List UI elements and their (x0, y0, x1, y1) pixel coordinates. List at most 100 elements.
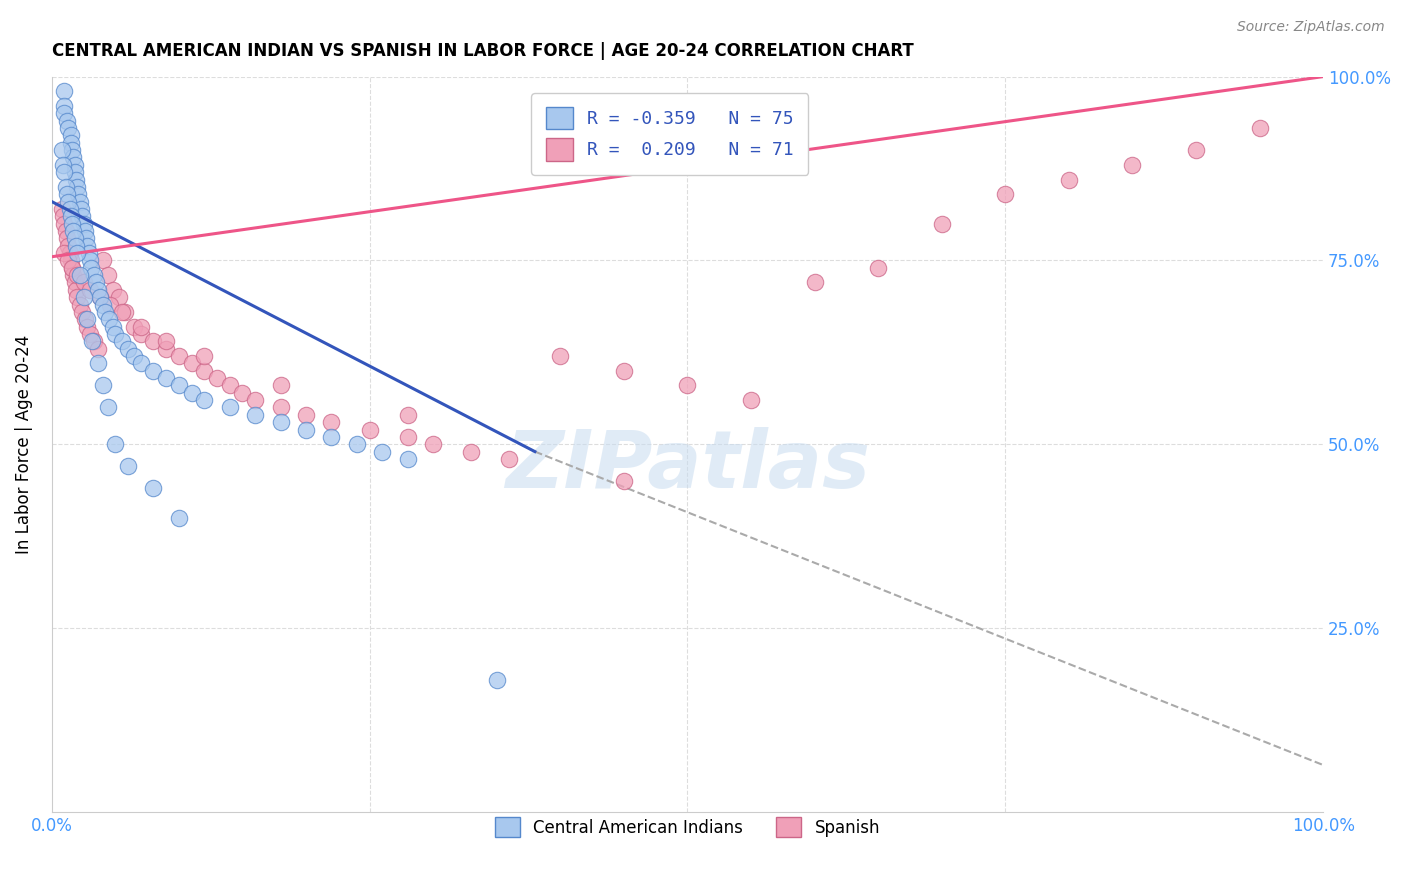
Point (111, 334, 134, 349)
Point (111, 305, 134, 319)
Point (803, 276, 825, 290)
Point (167, 510, 190, 524)
Point (89, 290, 111, 304)
Point (155, 371, 177, 385)
Point (89, 290, 111, 304)
Point (82, 334, 104, 349)
Point (63, 231, 86, 245)
Point (56, 187, 79, 202)
Point (66, 268, 89, 282)
Point (56, 231, 79, 245)
Point (422, 437, 444, 451)
Point (205, 371, 228, 385)
Point (70, 202, 93, 216)
Point (142, 481, 165, 495)
Point (396, 452, 419, 467)
Point (59, 136, 82, 150)
Point (60, 143, 83, 157)
Point (396, 430, 419, 444)
Point (101, 283, 124, 297)
Point (270, 401, 292, 415)
Point (58, 253, 80, 268)
Y-axis label: In Labor Force | Age 20-24: In Labor Force | Age 20-24 (15, 334, 32, 554)
Point (53, 217, 76, 231)
Point (270, 378, 292, 392)
Point (155, 334, 177, 349)
Point (58, 238, 80, 252)
Point (83, 268, 105, 282)
Point (65, 238, 87, 252)
Point (73, 224, 96, 238)
Point (193, 393, 215, 408)
Point (53, 246, 76, 260)
Point (91, 297, 114, 311)
Point (53, 165, 76, 179)
Point (129, 326, 152, 341)
Point (180, 356, 202, 370)
Point (117, 459, 139, 474)
Point (1121, 158, 1143, 172)
Point (1249, 121, 1271, 136)
Point (155, 342, 177, 356)
Point (97, 401, 120, 415)
Point (243, 393, 266, 408)
Point (51, 202, 73, 216)
Point (66, 246, 89, 260)
Point (86, 356, 108, 370)
Point (371, 444, 394, 458)
Point (72, 209, 94, 223)
Point (97, 312, 120, 326)
Point (72, 305, 94, 319)
Point (142, 334, 165, 349)
Point (62, 268, 84, 282)
Point (1185, 143, 1208, 157)
Point (108, 290, 131, 304)
Point (868, 260, 890, 275)
Point (346, 437, 368, 451)
Point (86, 342, 108, 356)
Point (498, 452, 520, 467)
Point (359, 423, 381, 437)
Point (740, 393, 762, 408)
Point (69, 268, 91, 282)
Point (129, 319, 152, 334)
Point (193, 364, 215, 378)
Point (218, 378, 240, 392)
Point (91, 253, 114, 268)
Point (72, 290, 94, 304)
Point (60, 260, 83, 275)
Point (613, 364, 636, 378)
Point (76, 312, 98, 326)
Point (72, 217, 94, 231)
Point (62, 224, 84, 238)
Point (142, 364, 165, 378)
Point (114, 305, 136, 319)
Point (79, 253, 101, 268)
Point (75, 231, 97, 245)
Point (321, 430, 343, 444)
Point (243, 408, 266, 422)
Point (994, 187, 1017, 202)
Point (167, 378, 190, 392)
Point (83, 334, 105, 349)
Point (58, 246, 80, 260)
Point (72, 276, 94, 290)
Point (52, 158, 75, 172)
Point (63, 276, 86, 290)
Point (97, 268, 120, 282)
Point (84, 276, 107, 290)
Point (124, 319, 146, 334)
Point (66, 180, 89, 194)
Point (129, 356, 152, 370)
Point (69, 297, 91, 311)
Text: CENTRAL AMERICAN INDIAN VS SPANISH IN LABOR FORCE | AGE 20-24 CORRELATION CHART: CENTRAL AMERICAN INDIAN VS SPANISH IN LA… (52, 42, 914, 60)
Point (56, 113, 79, 128)
Point (550, 349, 572, 363)
Text: Source: ZipAtlas.com: Source: ZipAtlas.com (1237, 20, 1385, 34)
Point (65, 172, 87, 186)
Point (53, 84, 76, 98)
Point (295, 423, 318, 437)
Point (193, 349, 215, 363)
Text: ZIPatlas: ZIPatlas (505, 427, 870, 505)
Point (101, 319, 124, 334)
